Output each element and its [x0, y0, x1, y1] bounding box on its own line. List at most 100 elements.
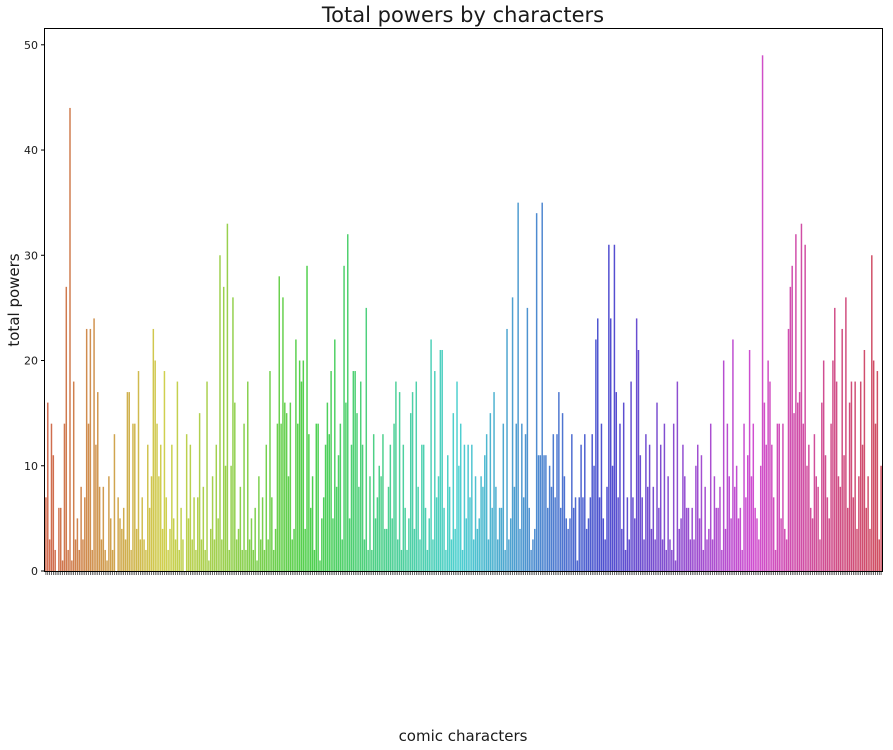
bar — [391, 518, 393, 571]
bar — [824, 455, 827, 571]
bar — [245, 549, 247, 571]
bar — [702, 549, 705, 571]
bar — [448, 486, 451, 571]
bar — [45, 497, 47, 571]
bar — [522, 497, 525, 571]
bar — [278, 276, 280, 571]
bar — [378, 465, 380, 571]
bar — [130, 549, 132, 571]
bar — [534, 528, 536, 571]
bar — [817, 486, 819, 571]
bar — [337, 455, 340, 571]
bar — [647, 486, 649, 571]
bar — [322, 497, 325, 571]
bar — [150, 476, 153, 571]
bar — [445, 549, 447, 571]
bar — [313, 549, 316, 571]
bar — [404, 507, 406, 571]
bar — [411, 392, 414, 571]
bar — [859, 381, 862, 571]
bar — [165, 497, 168, 571]
bar — [239, 486, 242, 571]
bar — [630, 381, 632, 571]
bar — [272, 549, 275, 571]
bar — [408, 518, 410, 571]
bar — [135, 528, 138, 571]
bar — [795, 234, 797, 571]
bar — [143, 539, 145, 571]
bar — [326, 402, 329, 571]
bar — [498, 507, 501, 571]
bar — [852, 497, 855, 571]
bar — [669, 539, 671, 571]
bar — [867, 476, 869, 571]
bar — [241, 549, 243, 571]
bar — [221, 539, 223, 571]
bar — [352, 371, 355, 571]
bar — [780, 518, 782, 571]
bar — [280, 423, 282, 571]
bar — [765, 444, 767, 571]
bar — [685, 507, 688, 571]
bar — [845, 297, 847, 571]
bar — [798, 392, 801, 571]
bar — [180, 507, 182, 571]
bar — [85, 328, 88, 571]
bar — [676, 381, 679, 571]
bar — [543, 455, 545, 571]
bar — [69, 107, 71, 572]
bar — [613, 244, 616, 571]
bar — [648, 444, 651, 571]
bar — [680, 518, 682, 571]
bar — [626, 497, 629, 571]
bar — [480, 476, 482, 571]
bar — [89, 328, 92, 571]
bar — [104, 549, 106, 571]
bar — [504, 549, 506, 571]
bar — [100, 539, 103, 571]
bar — [519, 528, 521, 571]
bar — [363, 539, 366, 571]
bar — [365, 307, 368, 571]
bar — [821, 402, 823, 571]
bar — [163, 371, 166, 571]
bar — [119, 518, 121, 571]
bar — [782, 423, 784, 571]
bar — [54, 549, 56, 571]
bar — [271, 497, 273, 571]
bar — [469, 497, 471, 571]
bar — [643, 539, 645, 571]
bar — [263, 549, 266, 571]
bar — [645, 434, 647, 571]
bar — [787, 328, 790, 571]
bar — [800, 223, 803, 571]
bar — [634, 518, 636, 571]
bar — [671, 549, 673, 571]
bar — [48, 539, 51, 571]
bar — [737, 518, 740, 571]
bar — [572, 507, 575, 571]
bar — [524, 434, 527, 571]
bar — [124, 539, 127, 571]
bar — [406, 549, 408, 571]
x-axis-label: comic characters — [399, 727, 528, 745]
bar — [439, 349, 442, 571]
bar — [402, 444, 405, 571]
bar — [658, 507, 660, 571]
bar — [209, 528, 212, 571]
bar — [432, 539, 434, 571]
y-axis-ticks: 0 10 20 30 40 50 — [24, 39, 45, 578]
bar — [409, 413, 412, 571]
bar — [189, 444, 192, 571]
bar — [871, 255, 873, 571]
bar — [815, 476, 817, 571]
bar — [341, 539, 343, 571]
bar — [693, 539, 695, 571]
bar — [256, 560, 258, 571]
bar — [72, 381, 75, 571]
bar — [265, 444, 268, 571]
bar — [752, 423, 755, 571]
bar — [793, 413, 795, 571]
bar — [834, 307, 836, 571]
plot-frame — [44, 28, 883, 572]
